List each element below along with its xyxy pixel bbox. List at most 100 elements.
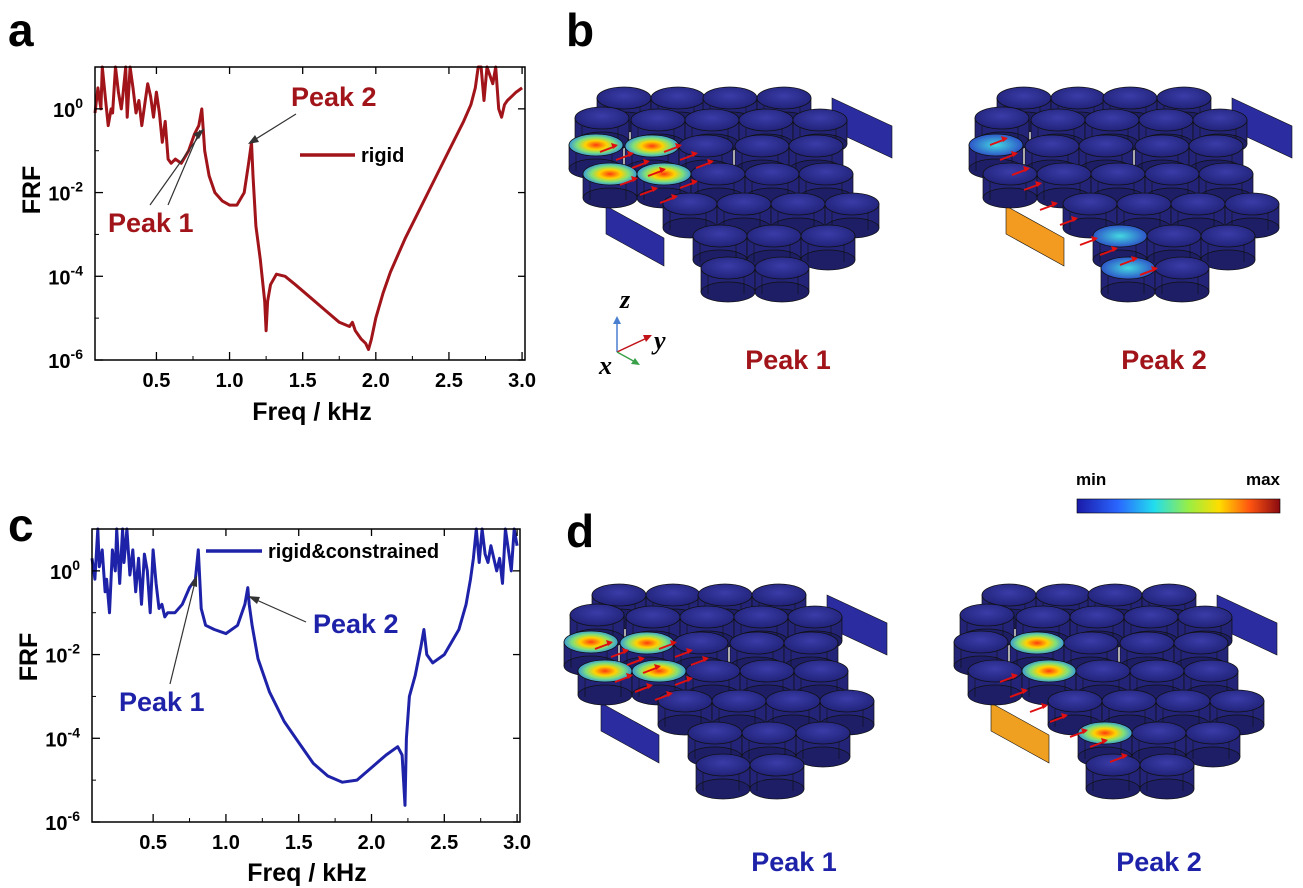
displacement-arrowhead bbox=[1051, 201, 1058, 207]
resonator-cylinder bbox=[749, 753, 805, 800]
x-tick-label: 2.0 bbox=[362, 370, 390, 392]
chart-c-peak2-label: Peak 2 bbox=[313, 609, 399, 639]
chart-c-frame bbox=[91, 528, 521, 823]
chart-c-peak2-arrowhead bbox=[248, 596, 260, 604]
chart-a-peak2-arrow bbox=[250, 113, 297, 143]
x-tick-label: 2.0 bbox=[358, 832, 386, 854]
axis-triad: z y x bbox=[598, 285, 666, 380]
colorbar: min max bbox=[1076, 470, 1281, 514]
displacement-arrowhead bbox=[675, 143, 682, 149]
colorbar-max-label: max bbox=[1246, 470, 1281, 489]
resonator-cylinder bbox=[582, 162, 638, 209]
y-axis-arrowhead bbox=[643, 335, 652, 342]
displacement-arrowhead bbox=[1081, 728, 1088, 734]
panel-label-a: a bbox=[8, 4, 34, 56]
displacement-arrowhead bbox=[671, 194, 678, 200]
x-tick-label: 0.5 bbox=[143, 370, 171, 392]
panel-b-mode-shapes: z y x Peak 1 Peak 2 bbox=[568, 86, 1293, 380]
displacement-arrowhead bbox=[606, 640, 613, 646]
displacement-arrowhead bbox=[686, 648, 693, 654]
chart-a-frame bbox=[94, 66, 526, 361]
y-tick-label: 10-2 bbox=[45, 641, 80, 668]
resonator-cylinder bbox=[1009, 631, 1065, 678]
mode-shape-d-peak2 bbox=[953, 583, 1278, 800]
resonator-cylinder bbox=[636, 162, 692, 209]
panel-label-b: b bbox=[566, 4, 594, 56]
resonator-cylinder bbox=[1085, 753, 1141, 800]
resonator-cylinder bbox=[1183, 659, 1239, 706]
displacement-arrowhead bbox=[631, 176, 638, 182]
x-tick-label: 2.5 bbox=[435, 370, 463, 392]
x-tick-label: 3.0 bbox=[503, 832, 531, 854]
displacement-arrowhead bbox=[651, 186, 658, 192]
chart-c: 0.5 1.0 1.5 2.0 2.5 3.0 100 10-2 10-4 10-6 Freq … bbox=[15, 527, 531, 887]
resonator-cylinder bbox=[754, 256, 810, 303]
resonator-cylinder bbox=[1154, 256, 1210, 303]
y-axis-arrow bbox=[616, 336, 650, 353]
resonator-cylinder bbox=[577, 659, 633, 706]
chart-a-ylabel: FRF bbox=[18, 166, 46, 215]
x-axis-label: x bbox=[598, 351, 612, 380]
displacement-arrowhead bbox=[691, 179, 698, 185]
resonator-cylinder bbox=[982, 162, 1038, 209]
chart-c-xlabel: Freq / kHz bbox=[247, 859, 366, 887]
displacement-arrowhead bbox=[611, 143, 618, 149]
panel-b-caption-peak2: Peak 2 bbox=[1121, 345, 1207, 375]
displacement-arrowhead bbox=[1111, 246, 1118, 252]
resonator-cylinder bbox=[1185, 721, 1241, 768]
resonator-cylinder bbox=[1155, 689, 1211, 736]
displacement-arrowhead bbox=[1131, 256, 1138, 262]
x-tick-label: 1.5 bbox=[285, 832, 313, 854]
panel-d-caption-peak1: Peak 1 bbox=[751, 847, 837, 877]
y-tick-label: 10-2 bbox=[48, 179, 83, 206]
displacement-arrowhead bbox=[646, 683, 653, 689]
chart-c-peak1-arrow bbox=[169, 577, 197, 685]
displacement-arrowhead bbox=[1091, 236, 1098, 242]
displacement-arrowhead bbox=[1023, 166, 1030, 172]
displacement-arrowhead bbox=[686, 676, 693, 682]
displacement-arrowhead bbox=[1011, 673, 1018, 679]
colorbar-gradient bbox=[1076, 498, 1281, 514]
resonator-cylinder bbox=[795, 721, 851, 768]
displacement-arrowhead bbox=[707, 159, 714, 165]
boundary-bar bbox=[1005, 205, 1065, 267]
displacement-arrowhead bbox=[691, 151, 698, 157]
y-tick-label: 10-4 bbox=[48, 262, 83, 289]
resonator-cylinder bbox=[1021, 659, 1077, 706]
displacement-arrowhead bbox=[643, 159, 650, 165]
y-tick-label: 100 bbox=[50, 557, 80, 584]
resonator-cylinder bbox=[1116, 192, 1172, 239]
colorbar-min-label: min bbox=[1076, 470, 1106, 489]
y-tick-label: 10-6 bbox=[48, 346, 83, 373]
chart-a-peak1-label: Peak 1 bbox=[108, 208, 194, 238]
panel-d-caption-peak2: Peak 2 bbox=[1116, 847, 1202, 877]
y-axis-label: y bbox=[651, 326, 666, 355]
chart-c-legend-label: rigid&constrained bbox=[268, 541, 439, 563]
chart-a-peak2-arrowhead bbox=[248, 135, 259, 144]
resonator-cylinder bbox=[765, 689, 821, 736]
chart-a-peak1-arrow2 bbox=[167, 129, 201, 206]
z-axis-label: z bbox=[619, 285, 631, 314]
chart-c-peak1-arrowhead bbox=[190, 575, 197, 587]
displacement-arrowhead bbox=[659, 167, 666, 173]
panel-label-c: c bbox=[8, 499, 34, 551]
displacement-arrowhead bbox=[1071, 216, 1078, 222]
mode-shape-peak2 bbox=[968, 86, 1293, 303]
chart-c-peak1-label: Peak 1 bbox=[119, 687, 205, 717]
chart-c-ylabel: FRF bbox=[15, 633, 43, 682]
panel-d-mode-shapes: Peak 1 Peak 2 bbox=[563, 583, 1278, 877]
panel-b-caption-peak1: Peak 1 bbox=[745, 345, 831, 375]
displacement-arrowhead bbox=[1035, 181, 1042, 187]
resonator-cylinder bbox=[1139, 753, 1195, 800]
displacement-arrowhead bbox=[1001, 136, 1008, 142]
boundary-bar bbox=[990, 702, 1050, 764]
resonator-cylinder bbox=[695, 753, 751, 800]
displacement-arrowhead bbox=[1041, 703, 1048, 709]
series-rigid-line bbox=[93, 65, 523, 351]
y-tick-label: 10-6 bbox=[45, 808, 80, 835]
displacement-arrowhead bbox=[622, 648, 629, 654]
x-tick-label: 3.0 bbox=[508, 370, 536, 392]
y-tick-label: 10-4 bbox=[45, 724, 80, 751]
z-axis-arrowhead bbox=[613, 316, 621, 324]
